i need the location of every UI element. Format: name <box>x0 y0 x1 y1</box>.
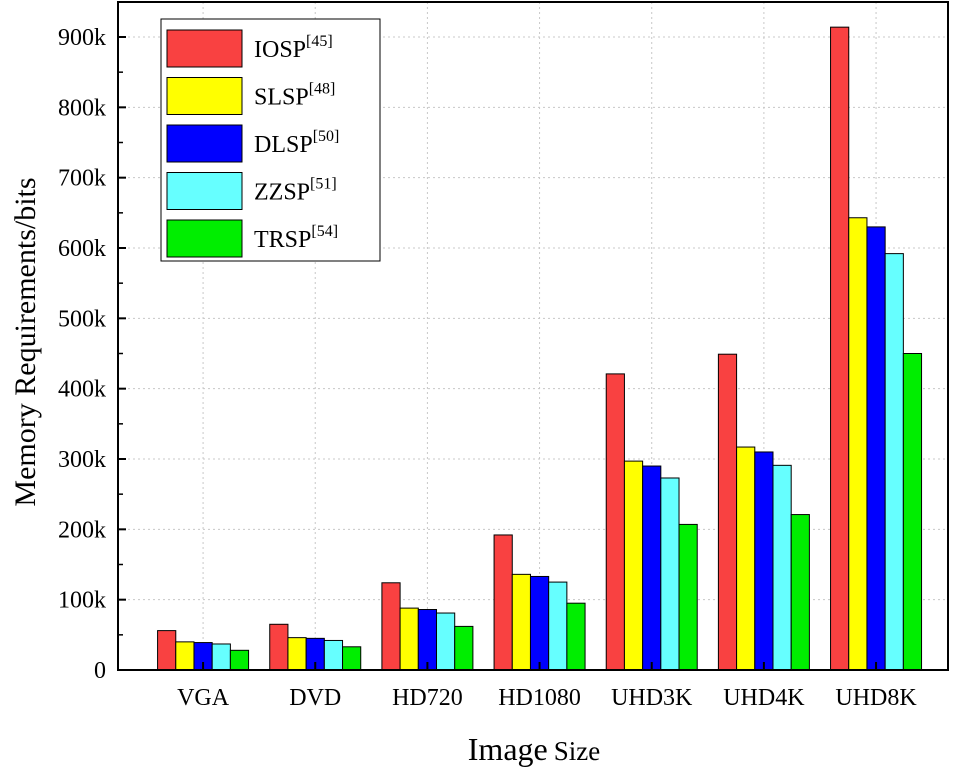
y-tick-label: 100k <box>58 588 106 614</box>
bar-trsp-uhd8k <box>902 353 923 671</box>
y-tick-label: 500k <box>58 306 106 332</box>
legend-series-name: DLSP <box>254 132 313 158</box>
legend-reference: [45] <box>306 33 333 50</box>
bar-slsp-dvd <box>287 637 307 671</box>
bar-dlsp-hd720 <box>417 609 438 671</box>
legend-swatch <box>166 219 243 258</box>
legend-series-name: ZZSP <box>254 180 310 206</box>
legend-label: DLSP[50] <box>254 128 339 158</box>
x-tick-label: VGA <box>177 685 230 711</box>
legend-reference: [48] <box>309 81 336 98</box>
legend-reference: [51] <box>310 176 337 193</box>
x-axis: VGA DVD HD720 HD1080 UHD3K UHD4K UHD8K <box>177 662 917 711</box>
bar-slsp-hd720 <box>399 607 419 671</box>
bar-zzsp-hd1080 <box>548 581 568 671</box>
bar-trsp-uhd4k <box>790 514 810 671</box>
legend-label: SLSP[48] <box>254 81 335 111</box>
bar-slsp-uhd4k <box>736 446 756 671</box>
x-axis-title: Image Size <box>468 731 600 767</box>
y-tick-label: 300k <box>58 447 106 473</box>
bar-slsp-uhd3k <box>623 460 644 671</box>
bars-group <box>157 26 923 671</box>
y-tick-label: 700k <box>58 166 106 192</box>
legend-label: IOSP[45] <box>254 33 333 63</box>
y-tick-label: 200k <box>58 517 106 543</box>
legend-swatch <box>166 124 243 163</box>
y-tick-label: 900k <box>58 25 106 51</box>
bar-trsp-hd720 <box>454 625 474 671</box>
x-axis-title-small: Size <box>554 736 601 766</box>
bar-iosp-dvd <box>269 623 289 671</box>
legend-reference: [54] <box>311 223 338 240</box>
bar-dlsp-uhd8k <box>866 226 886 671</box>
plot-frame <box>117 1 949 671</box>
bar-zzsp-hd720 <box>436 612 456 671</box>
bar-zzsp-vga <box>211 643 231 671</box>
legend-label: ZZSP[51] <box>254 176 337 206</box>
bar-iosp-uhd8k <box>830 26 850 671</box>
bar-dlsp-uhd3k <box>642 465 662 671</box>
legend-reference: [50] <box>313 128 340 145</box>
y-tick-label: 400k <box>58 377 106 403</box>
bar-trsp-uhd3k <box>678 523 698 671</box>
bar-dlsp-uhd4k <box>754 451 774 671</box>
bar-iosp-uhd4k <box>717 353 738 671</box>
bar-iosp-hd1080 <box>493 534 513 671</box>
bar-trsp-hd1080 <box>566 602 586 671</box>
bar-slsp-hd1080 <box>511 573 531 671</box>
bar-iosp-vga <box>157 630 177 671</box>
legend: IOSP[45] SLSP[48] DLSP[50] ZZSP[51] TRSP[54] <box>160 18 381 262</box>
legend-swatch <box>166 172 243 210</box>
legend-series-name: IOSP <box>254 37 306 63</box>
x-tick-label: HD720 <box>392 685 463 711</box>
y-axis-title: Memory Requirements/bits <box>9 177 42 506</box>
bar-trsp-vga <box>229 649 250 671</box>
x-tick-label: HD1080 <box>498 685 581 711</box>
y-tick-label: 800k <box>58 95 106 121</box>
legend-swatch <box>166 77 243 115</box>
x-tick-label: UHD3K <box>611 685 693 711</box>
x-axis-title-main: Image <box>468 731 548 767</box>
x-tick-label: DVD <box>289 685 341 711</box>
bar-slsp-vga <box>175 641 195 671</box>
bar-dlsp-hd1080 <box>529 575 550 671</box>
bar-zzsp-uhd8k <box>884 253 904 671</box>
legend-series-name: TRSP <box>254 227 311 253</box>
legend-label: TRSP[54] <box>254 223 338 253</box>
y-axis: 0 100k 200k 300k 400k 500k 600k 700k 800k 900k <box>58 25 126 684</box>
bar-slsp-uhd8k <box>848 217 868 671</box>
bar-zzsp-dvd <box>323 639 344 671</box>
bar-zzsp-uhd3k <box>660 477 680 671</box>
y-tick-label: 600k <box>58 236 106 262</box>
legend-swatch <box>166 29 243 68</box>
bar-iosp-hd720 <box>381 582 401 671</box>
x-tick-label: UHD4K <box>723 685 805 711</box>
y-tick-label: 0 <box>94 658 106 684</box>
x-tick-label: UHD8K <box>835 685 917 711</box>
legend-series-name: SLSP <box>254 85 309 111</box>
bar-zzsp-uhd4k <box>772 464 792 671</box>
bar-iosp-uhd3k <box>605 373 625 671</box>
bar-trsp-dvd <box>342 646 362 671</box>
